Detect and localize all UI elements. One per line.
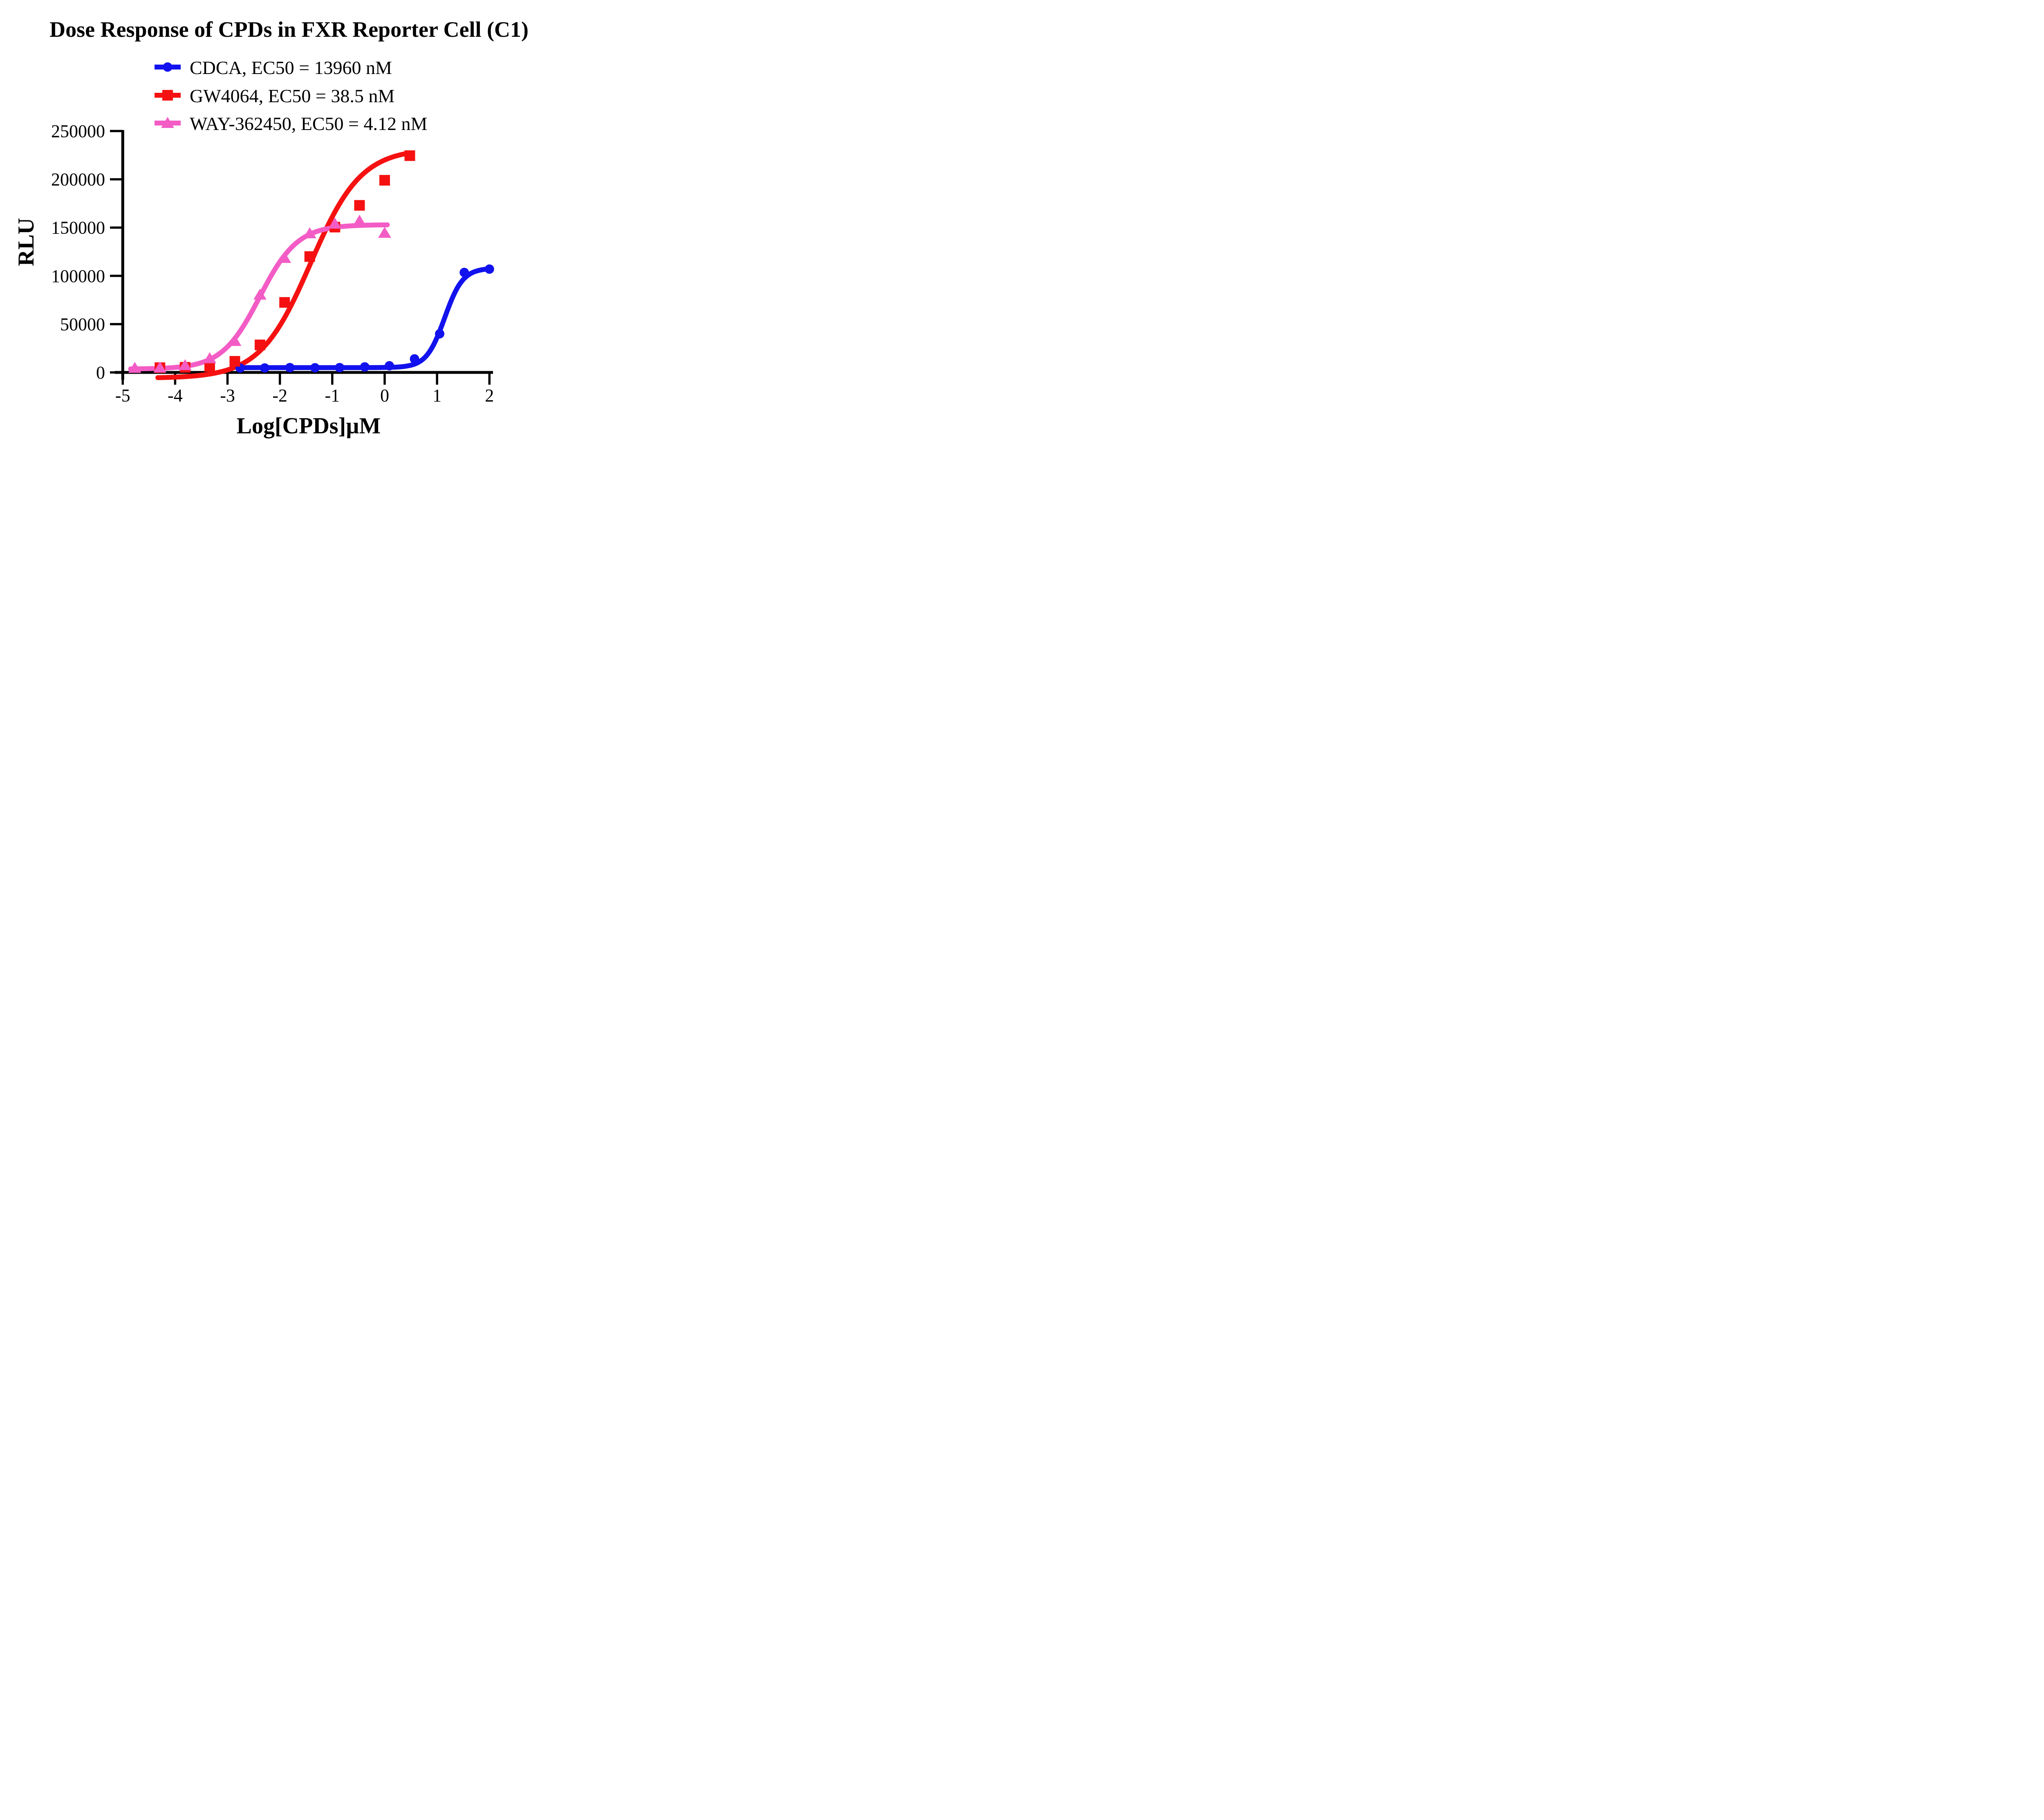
data-point-circle [260, 363, 270, 373]
data-point-square [354, 200, 365, 211]
data-point-circle [360, 362, 370, 372]
legend-label: WAY-362450, EC50 = 4.12 nM [190, 113, 427, 134]
data-point-circle [484, 264, 494, 274]
data-point-circle [310, 363, 320, 373]
data-point-triangle [303, 227, 316, 238]
dose-response-plot: Dose Response of CPDs in FXR Reporter Ce… [13, 17, 529, 439]
data-point-triangle [203, 352, 216, 363]
legend-item: GW4064, EC50 = 38.5 nM [155, 85, 394, 106]
data-point-square [229, 356, 240, 367]
y-tick-label: 200000 [51, 170, 105, 190]
x-tick-label: 2 [485, 386, 494, 406]
data-point-triangle [153, 361, 167, 373]
chart-title: Dose Response of CPDs in FXR Reporter Ce… [49, 17, 529, 42]
x-axis-label: Log[CPDs]µM [237, 413, 381, 439]
data-point-triangle [278, 252, 291, 263]
legend: CDCA, EC50 = 13960 nM GW4064, EC50 = 38.5… [155, 57, 427, 134]
legend-item: CDCA, EC50 = 13960 nM [155, 57, 392, 78]
data-point-triangle [353, 215, 366, 226]
data-point-markers [128, 150, 494, 373]
y-tick-label: 50000 [60, 314, 105, 334]
data-point-triangle [228, 335, 242, 346]
data-point-circle [335, 363, 345, 372]
plot-axes: -5 -4 -3 -2 -1 0 1 2 0 50000 100000 150000 200000 250… [51, 121, 494, 406]
dose-response-chart: Dose Response of CPDs in FXR Reporter Ce… [0, 0, 579, 455]
fit-curve-circle [235, 266, 492, 370]
y-tick-label: 100000 [51, 266, 105, 286]
legend-label: GW4064, EC50 = 38.5 nM [190, 85, 394, 106]
data-point-square [404, 150, 415, 161]
x-tick-label: -3 [220, 386, 235, 406]
data-point-triangle [328, 217, 342, 229]
data-point-triangle [178, 359, 192, 370]
data-point-square [254, 339, 265, 350]
data-point-triangle [378, 226, 391, 238]
y-tick-label: 0 [96, 363, 105, 383]
data-point-circle [285, 363, 295, 372]
data-point-circle [435, 329, 444, 339]
data-point-circle [410, 354, 419, 364]
x-tick-label: -1 [325, 386, 340, 406]
data-point-square [279, 297, 290, 308]
data-point-square [379, 175, 390, 186]
fit-curve-square [155, 151, 409, 380]
data-point-circle [459, 268, 469, 278]
x-tick-label: -2 [272, 386, 287, 406]
legend-triangle-icon [161, 117, 174, 128]
fit-curves [128, 151, 492, 380]
x-tick-label: -4 [168, 386, 183, 406]
y-axis-label: RLU [13, 218, 39, 266]
y-tick-label: 150000 [51, 218, 105, 238]
data-point-circle [384, 361, 394, 371]
legend-circle-icon [163, 62, 173, 72]
legend-item: WAY-362450, EC50 = 4.12 nM [155, 113, 427, 134]
data-point-triangle [253, 288, 267, 300]
y-tick-label: 250000 [51, 121, 105, 141]
legend-square-icon [162, 90, 173, 101]
x-tick-label: 0 [380, 386, 389, 406]
data-point-square [304, 251, 315, 262]
x-tick-label: 1 [433, 386, 442, 406]
x-tick-label: -5 [115, 386, 130, 406]
legend-label: CDCA, EC50 = 13960 nM [190, 57, 392, 78]
data-point-triangle [128, 362, 141, 373]
